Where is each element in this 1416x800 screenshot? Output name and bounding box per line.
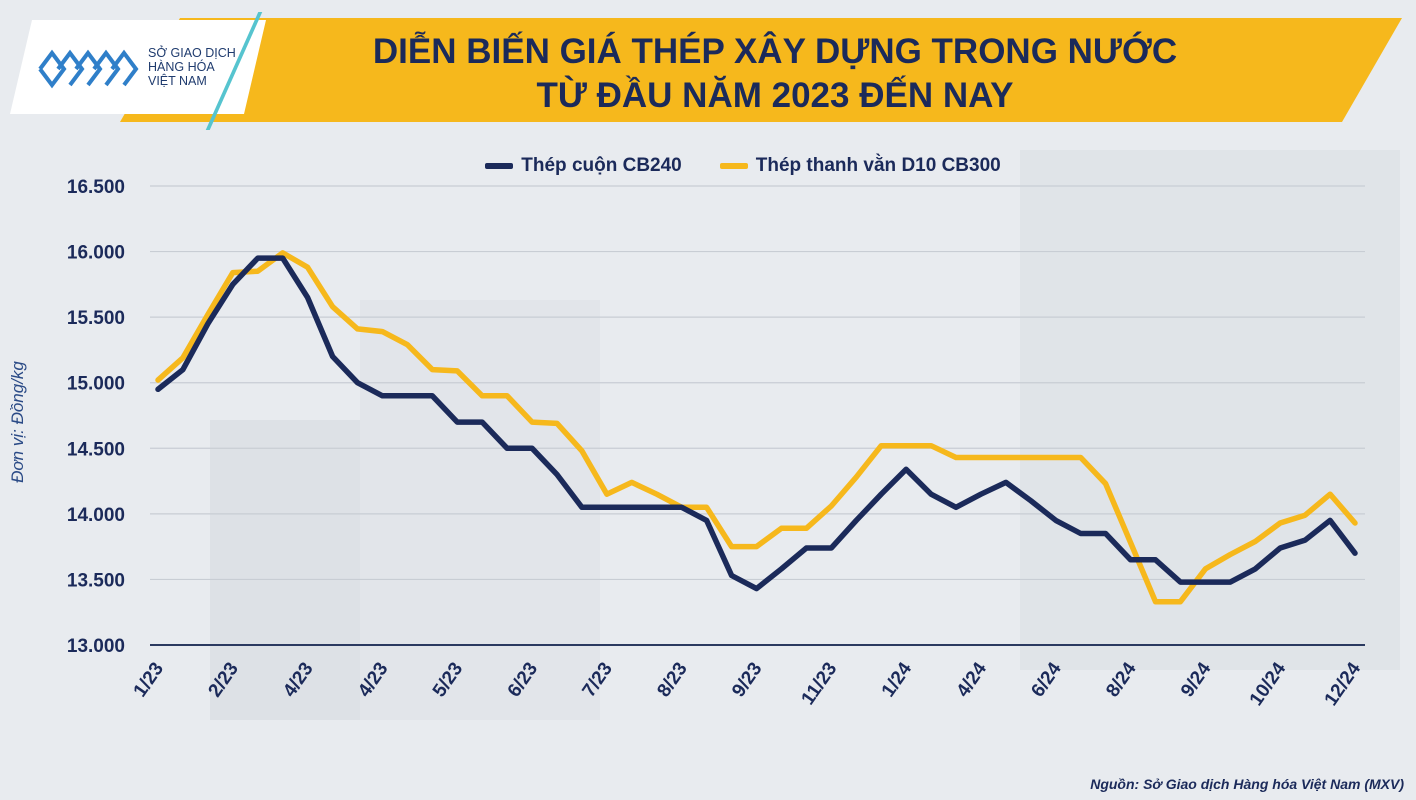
y-tick-label: 13.000 [67,636,125,657]
y-tick-label: 14.500 [67,439,125,460]
x-tick-label: 1/23 [130,659,168,701]
x-tick-label: 7/23 [579,659,617,701]
x-tick-label: 9/24 [1177,658,1216,701]
y-tick-label: 14.000 [67,505,125,526]
x-tick-label: 6/24 [1027,658,1066,701]
chart-legend: Thép cuộn CB240 Thép thanh vằn D10 CB300 [0,152,1416,180]
x-tick-label: 4/24 [953,658,992,701]
chart-series-lines [155,250,1358,605]
logo-text-line-2: HÀNG HÓA [148,60,215,74]
y-tick-label: 13.500 [67,570,125,591]
logo-text: SỞ GIAO DỊCH HÀNG HÓA VIỆT NAM [148,46,258,88]
legend-item-cb300: Thép thanh vằn D10 CB300 [719,152,1001,180]
legend-label-cb240: Thép cuộn CB240 [521,155,682,176]
x-tick-label: 10/24 [1246,658,1291,709]
legend-item-cb240: Thép cuộn CB240 [485,152,682,180]
x-tick-label: 2/23 [204,659,242,701]
series-line-cb240 [155,255,1358,592]
x-tick-label: 1/24 [878,658,917,701]
y-tick-label: 15.500 [67,308,125,329]
logo-text-line-3: VIỆT NAM [148,74,207,88]
chart-title-line-1: DIỄN BIẾN GIÁ THÉP XÂY DỰNG TRONG NƯỚC [372,32,1178,71]
chart-title: DIỄN BIẾN GIÁ THÉP XÂY DỰNG TRONG NƯỚC T… [180,30,1370,118]
series-line-cb300 [155,250,1358,605]
y-tick-label: 16.500 [67,177,125,198]
x-tick-labels: 1/23 2/23 4/23 4/23 5/23 6/23 7/23 8/23 9/23 11/2… [130,658,1366,709]
x-tick-label: 4/23 [279,659,317,701]
y-tick-label: 15.000 [67,374,125,395]
y-tick-labels: 13.000 13.500 14.000 14.500 15.000 15.500 16.0… [67,177,125,657]
x-tick-label: 8/23 [653,659,691,701]
source-note: Nguồn: Sở Giao dịch Hàng hóa Việt Nam (M… [1090,776,1404,792]
legend-swatch-cb300 [719,163,748,169]
title-band [120,18,1402,122]
legend-swatch-cb240 [485,163,514,169]
x-tick-label: 6/23 [504,659,542,701]
legend-label-cb300: Thép thanh vằn D10 CB300 [755,155,1001,176]
mxv-logo-icon [38,49,139,89]
x-tick-label: 11/23 [798,659,842,709]
x-tick-label: 5/23 [429,659,467,701]
chart-title-line-2: TỪ ĐẦU NĂM 2023 ĐẾN NAY [536,76,1014,115]
background-panel-left [210,420,360,720]
x-tick-label: 12/24 [1321,658,1366,709]
x-tick-label: 8/24 [1102,658,1141,701]
y-tick-label: 16.000 [67,243,125,264]
logo-text-line-1: SỞ GIAO DỊCH [148,46,236,60]
chart-grid [150,185,1365,646]
x-tick-label: 9/23 [728,659,766,701]
background-panel-mid [360,300,600,720]
x-tick-label: 4/23 [354,659,392,701]
